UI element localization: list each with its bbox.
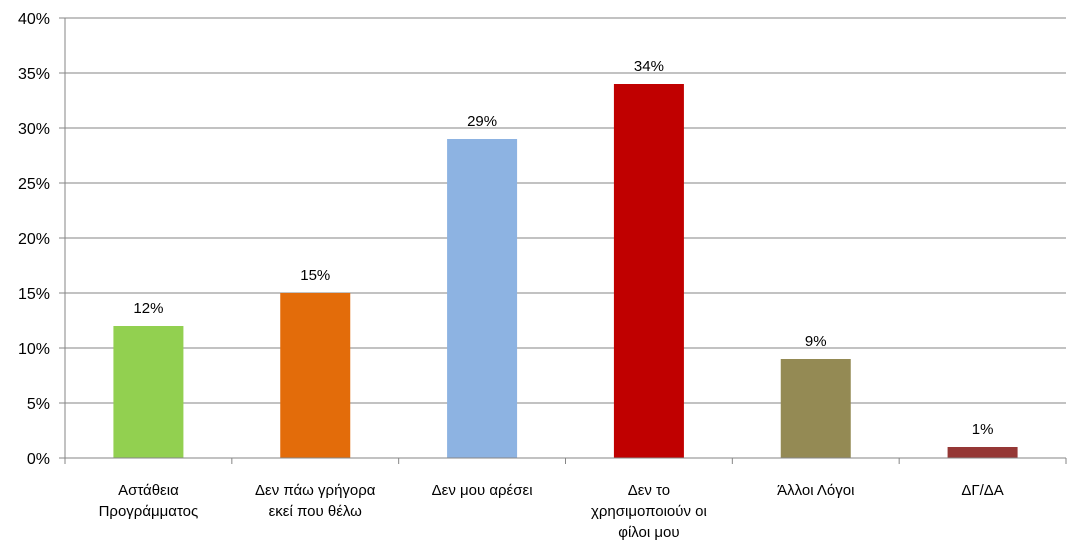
y-tick-label: 25% (18, 176, 50, 193)
category-label: Δεν το χρησιμοποιούν οι φίλοι μου (591, 482, 707, 541)
data-labels: 12% 15% 29% 34% 9% 1% (133, 58, 993, 438)
category-label: Άλλοι Λόγοι (777, 482, 854, 499)
y-tick-label: 40% (18, 11, 50, 28)
bar (280, 293, 351, 458)
category-label: Αστάθεια Προγράμματος (99, 482, 199, 520)
bar (947, 447, 1018, 458)
data-label: 12% (133, 300, 163, 317)
data-label: 9% (805, 333, 827, 350)
y-tick-label: 5% (27, 396, 50, 413)
data-label: 15% (300, 267, 330, 284)
category-label-line: Άλλοι Λόγοι (777, 482, 854, 499)
bar (447, 139, 518, 458)
y-axis-ticks: 0% 5% 10% 15% 20% 25% 30% 35% 40% (18, 11, 65, 468)
category-label-line: ΔΓ/ΔΑ (961, 482, 1003, 499)
data-label: 1% (972, 421, 994, 438)
gridlines (65, 17, 1066, 404)
bar (780, 359, 851, 458)
bar (613, 84, 684, 458)
category-label-line: Προγράμματος (99, 503, 199, 520)
y-tick-label: 30% (18, 121, 50, 138)
category-label-line: Δεν μου αρέσει (432, 482, 533, 499)
category-label: Δεν πάω γρήγορα εκεί που θέλω (255, 482, 376, 520)
category-label: Δεν μου αρέσει (432, 482, 533, 499)
category-label-line: Αστάθεια (118, 482, 179, 499)
category-labels: Αστάθεια Προγράμματος Δεν πάω γρήγορα εκεί … (99, 482, 1004, 541)
y-tick-label: 20% (18, 231, 50, 248)
category-label-line: χρησιμοποιούν οι (591, 503, 707, 520)
bars (113, 84, 1018, 458)
data-label: 34% (634, 58, 664, 75)
y-tick-label: 0% (27, 451, 50, 468)
category-label-line: εκεί που θέλω (269, 503, 363, 520)
data-label: 29% (467, 113, 497, 130)
axes (64, 18, 1067, 464)
y-tick-label: 35% (18, 66, 50, 83)
bar (113, 326, 184, 458)
y-tick-label: 10% (18, 341, 50, 358)
category-label-line: Δεν το (628, 482, 670, 499)
category-label: ΔΓ/ΔΑ (961, 482, 1003, 499)
category-label-line: φίλοι μου (618, 524, 679, 541)
category-label-line: Δεν πάω γρήγορα (255, 482, 376, 499)
y-tick-label: 15% (18, 286, 50, 303)
